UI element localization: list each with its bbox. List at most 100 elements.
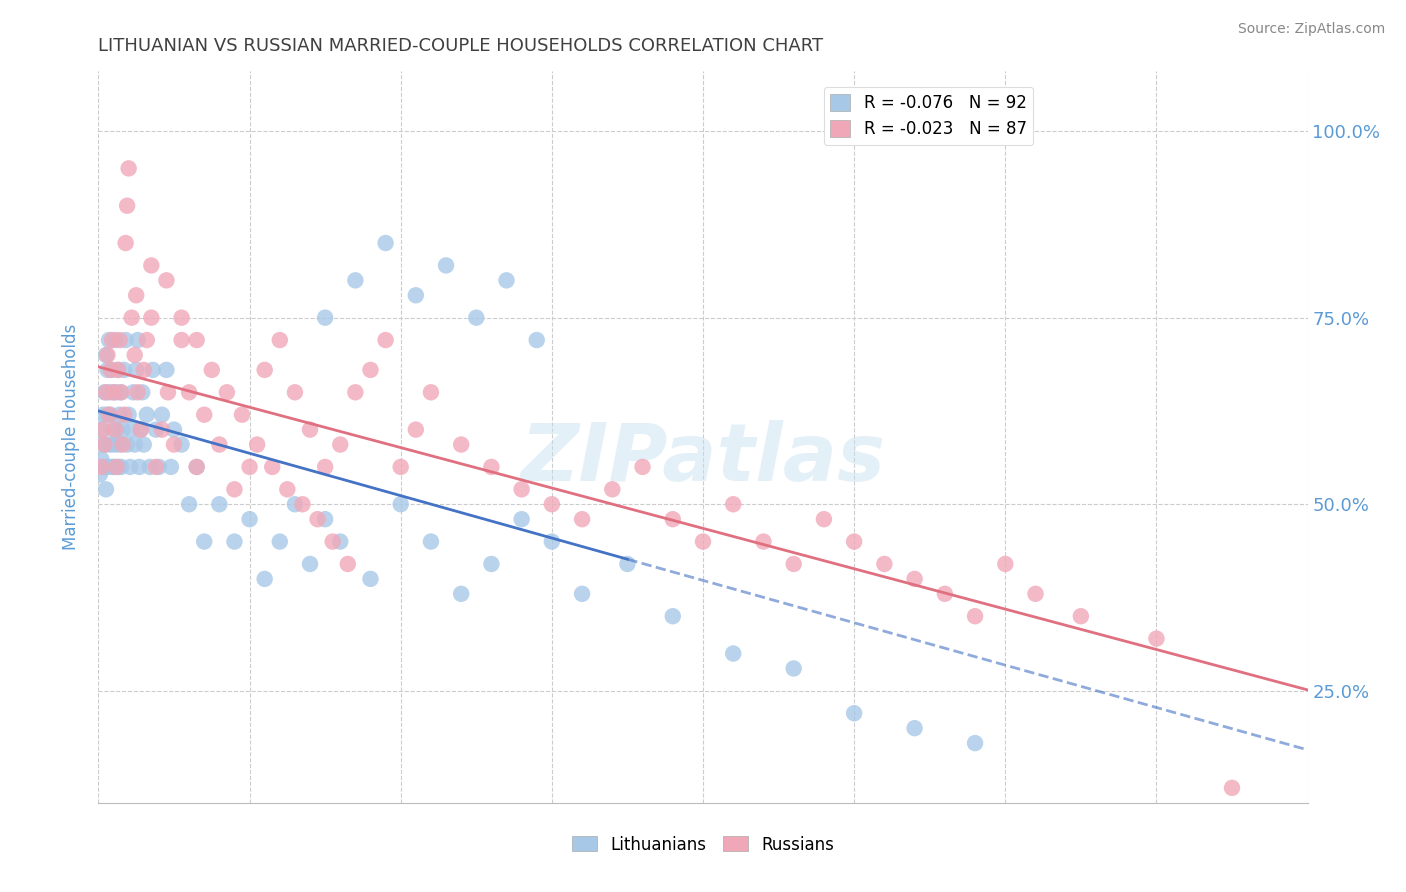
- Point: [121, 310, 143, 325]
- Point: [96, 459, 118, 474]
- Point: [224, 483, 246, 497]
- Point: [108, 437, 131, 451]
- Point: [284, 385, 307, 400]
- Y-axis label: Married-couple Households: Married-couple Households: [62, 324, 80, 550]
- Point: [155, 363, 177, 377]
- Point: [904, 572, 927, 586]
- Point: [139, 459, 162, 474]
- Point: [105, 385, 128, 400]
- Point: [115, 437, 138, 451]
- Point: [540, 534, 562, 549]
- Point: [135, 333, 157, 347]
- Point: [405, 288, 427, 302]
- Point: [112, 408, 135, 422]
- Point: [844, 706, 866, 721]
- Point: [91, 437, 114, 451]
- Point: [314, 310, 336, 325]
- Point: [389, 459, 412, 474]
- Point: [110, 385, 132, 400]
- Point: [141, 310, 163, 325]
- Point: [291, 497, 314, 511]
- Point: [107, 363, 129, 377]
- Point: [201, 363, 224, 377]
- Text: Source: ZipAtlas.com: Source: ZipAtlas.com: [1237, 22, 1385, 37]
- Point: [103, 423, 125, 437]
- Point: [186, 333, 208, 347]
- Point: [571, 512, 593, 526]
- Point: [103, 385, 125, 400]
- Point: [94, 483, 117, 497]
- Point: [813, 512, 835, 526]
- Point: [145, 459, 167, 474]
- Point: [360, 363, 382, 377]
- Point: [114, 333, 136, 347]
- Point: [111, 423, 134, 437]
- Point: [104, 333, 127, 347]
- Point: [103, 459, 125, 474]
- Point: [101, 333, 124, 347]
- Point: [150, 408, 173, 422]
- Point: [91, 408, 114, 422]
- Point: [208, 497, 231, 511]
- Point: [129, 423, 152, 437]
- Point: [98, 333, 121, 347]
- Point: [93, 385, 115, 400]
- Point: [89, 467, 111, 482]
- Point: [510, 512, 533, 526]
- Point: [344, 273, 367, 287]
- Point: [844, 534, 866, 549]
- Point: [269, 333, 291, 347]
- Point: [405, 423, 427, 437]
- Point: [186, 459, 208, 474]
- Point: [329, 437, 352, 451]
- Point: [100, 437, 122, 451]
- Point: [170, 310, 193, 325]
- Point: [132, 437, 155, 451]
- Point: [128, 459, 150, 474]
- Point: [121, 423, 143, 437]
- Point: [93, 459, 115, 474]
- Point: [148, 459, 170, 474]
- Point: [141, 259, 163, 273]
- Point: [90, 452, 112, 467]
- Point: [110, 459, 132, 474]
- Point: [994, 557, 1017, 571]
- Point: [129, 423, 152, 437]
- Point: [465, 310, 488, 325]
- Point: [94, 437, 117, 451]
- Point: [239, 459, 262, 474]
- Point: [100, 363, 122, 377]
- Point: [692, 534, 714, 549]
- Point: [186, 459, 208, 474]
- Point: [631, 459, 654, 474]
- Point: [96, 408, 118, 422]
- Point: [965, 609, 987, 624]
- Point: [783, 557, 806, 571]
- Point: [98, 385, 121, 400]
- Point: [360, 572, 382, 586]
- Point: [314, 459, 336, 474]
- Point: [170, 333, 193, 347]
- Point: [420, 385, 443, 400]
- Point: [127, 333, 149, 347]
- Point: [231, 408, 253, 422]
- Point: [329, 534, 352, 549]
- Point: [101, 363, 124, 377]
- Point: [94, 348, 117, 362]
- Point: [131, 385, 153, 400]
- Point: [107, 459, 129, 474]
- Point: [495, 273, 517, 287]
- Point: [389, 497, 412, 511]
- Point: [215, 385, 238, 400]
- Point: [374, 235, 396, 250]
- Point: [90, 423, 112, 437]
- Point: [100, 408, 122, 422]
- Point: [107, 363, 129, 377]
- Point: [108, 333, 131, 347]
- Point: [253, 572, 276, 586]
- Point: [481, 459, 503, 474]
- Point: [783, 661, 806, 675]
- Point: [96, 363, 118, 377]
- Point: [120, 459, 142, 474]
- Point: [571, 587, 593, 601]
